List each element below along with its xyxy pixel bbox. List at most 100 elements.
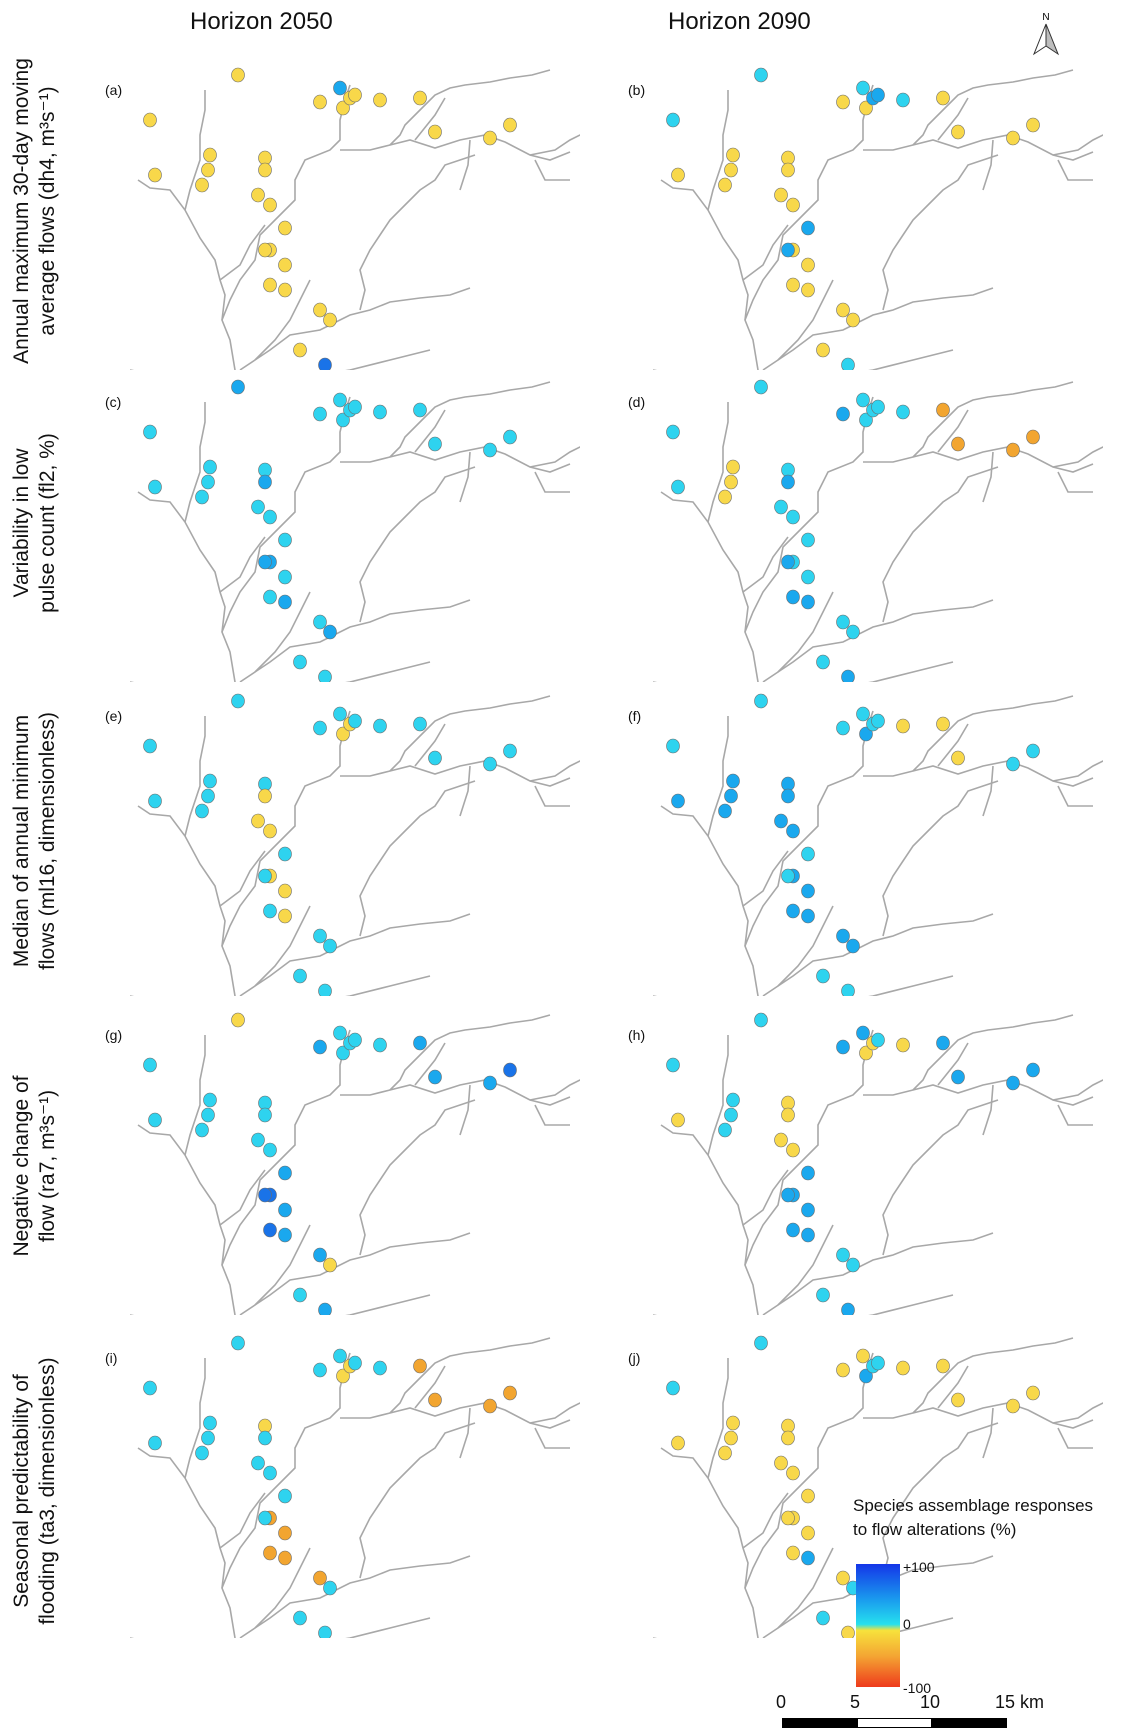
site-marker [896,92,910,108]
site-marker [201,474,215,490]
site-marker [428,124,442,140]
river-line [389,1337,551,1414]
river-line [937,723,969,767]
river-line [1057,1104,1093,1126]
river-line [937,409,969,453]
river-line [982,1084,994,1136]
river-line [1057,1427,1093,1449]
site-marker [896,1360,910,1376]
river-line [137,179,236,370]
site-marker [666,1057,680,1073]
river-line [742,1169,789,1226]
site-marker [836,302,850,318]
site-marker [483,442,497,458]
river-network-map [653,693,1103,996]
site-marker [313,406,327,422]
site-marker [781,554,795,570]
panel-label: (b) [628,82,646,98]
site-marker [203,1092,217,1108]
river-line [340,446,571,473]
map-panel: (a) [90,40,580,370]
site-marker [786,1142,800,1158]
river-line [254,279,311,361]
river-line [137,805,236,996]
river-line [137,491,236,682]
river-line [459,1084,471,1136]
site-marker [293,968,307,984]
site-marker [278,532,292,548]
site-marker [786,277,800,293]
site-marker [774,499,788,515]
river-line [137,1447,236,1638]
site-marker [148,1435,162,1451]
legend-mid: 0 [903,1616,911,1632]
site-marker [801,846,815,862]
river-line [184,90,206,211]
river-network-map [653,1335,1103,1638]
site-marker [195,1122,209,1138]
river-line [912,695,1074,772]
river-line [912,381,1074,458]
site-marker [801,1202,815,1218]
river-line [359,154,476,311]
river-line [184,1358,206,1479]
site-marker [263,1142,277,1158]
site-marker [428,436,442,452]
site-marker [836,1039,850,1055]
river-line [982,451,994,503]
site-marker [846,938,860,954]
river-line [239,287,471,370]
river-line [529,446,580,468]
site-marker [951,1069,965,1085]
row-label-ta3: Seasonal predictability of flooding (ta3,… [10,1357,59,1625]
river-line [414,1365,446,1409]
scale-bar-segment-3 [932,1718,1007,1728]
river-line [1057,471,1093,493]
river-line [340,760,571,787]
site-marker [671,1435,685,1451]
river-line [660,805,759,996]
site-marker [258,1430,272,1446]
panel-label: (j) [628,1350,641,1366]
site-marker [936,716,950,732]
site-marker [278,594,292,610]
site-marker [801,908,815,924]
panel-label: (a) [105,82,123,98]
panel-label: (d) [628,394,646,410]
river-line [219,224,266,281]
map-panel: (f) [613,666,1103,996]
site-marker [726,459,740,475]
column-title-2090: Horizon 2090 [668,8,811,35]
site-marker [201,162,215,178]
river-line [742,536,789,593]
site-marker [373,404,387,420]
river-line [1052,446,1103,468]
site-marker [336,1045,350,1061]
site-marker [318,1625,332,1638]
river-line [660,1447,759,1638]
site-marker [724,1430,738,1446]
river-line [742,1492,789,1549]
site-marker [428,1069,442,1085]
map-panel: (c) [90,352,580,682]
river-line [534,1427,570,1449]
site-marker [801,532,815,548]
site-marker [718,489,732,505]
site-marker [293,342,307,358]
river-line [882,1422,999,1579]
river-line [340,1079,571,1106]
site-marker [786,823,800,839]
site-marker [1026,1385,1040,1401]
site-marker [836,928,850,944]
river-line [529,760,580,782]
site-marker [801,1525,815,1541]
river-line [529,1402,580,1424]
river-line [359,1099,476,1256]
site-marker [841,983,855,996]
river-line [219,1492,266,1549]
site-marker [1006,1398,1020,1414]
site-marker [413,90,427,106]
site-marker [278,1488,292,1504]
site-marker [263,197,277,213]
river-line [221,396,351,633]
